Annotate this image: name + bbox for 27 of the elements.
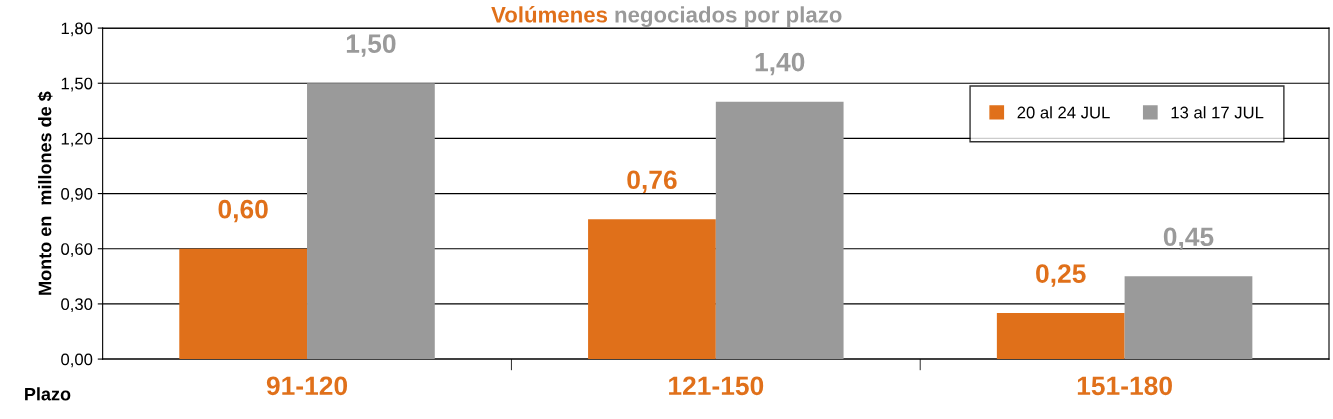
y-tick-label: 1,20 <box>61 132 93 147</box>
bar <box>715 101 844 360</box>
x-tick-label: 151-180 <box>1077 376 1172 396</box>
legend-label: 20 al 24 JUL <box>1017 106 1110 119</box>
x-tick-label: 91-120 <box>266 376 348 396</box>
chart-title: Volúmenes negociados por plazo <box>491 6 842 28</box>
bar <box>1124 276 1253 360</box>
data-label: 0,60 <box>218 199 268 223</box>
bar <box>307 83 435 360</box>
bar <box>996 313 1125 360</box>
data-label: 0,76 <box>627 170 677 193</box>
y-tick-label: 0,90 <box>61 187 93 202</box>
data-label: 1,50 <box>346 34 396 57</box>
y-tick-label: 1,50 <box>61 77 93 92</box>
y-tick-label: 0,00 <box>61 353 93 368</box>
x-axis-title: Plazo <box>25 387 71 401</box>
y-tick-label: 0,60 <box>61 243 93 257</box>
bar <box>588 219 716 360</box>
bar <box>179 248 308 360</box>
legend-label: 13 al 17 JUL <box>1171 106 1264 119</box>
x-tick-label: 121-150 <box>669 376 764 396</box>
data-label: 1,40 <box>755 52 805 76</box>
data-label: 0,45 <box>1163 227 1214 250</box>
data-label: 0,25 <box>1036 264 1086 287</box>
y-tick-label: 1,80 <box>61 22 93 37</box>
y-tick-label: 0,30 <box>61 298 93 313</box>
y-axis-title: Monto en millones de $ <box>37 91 53 295</box>
